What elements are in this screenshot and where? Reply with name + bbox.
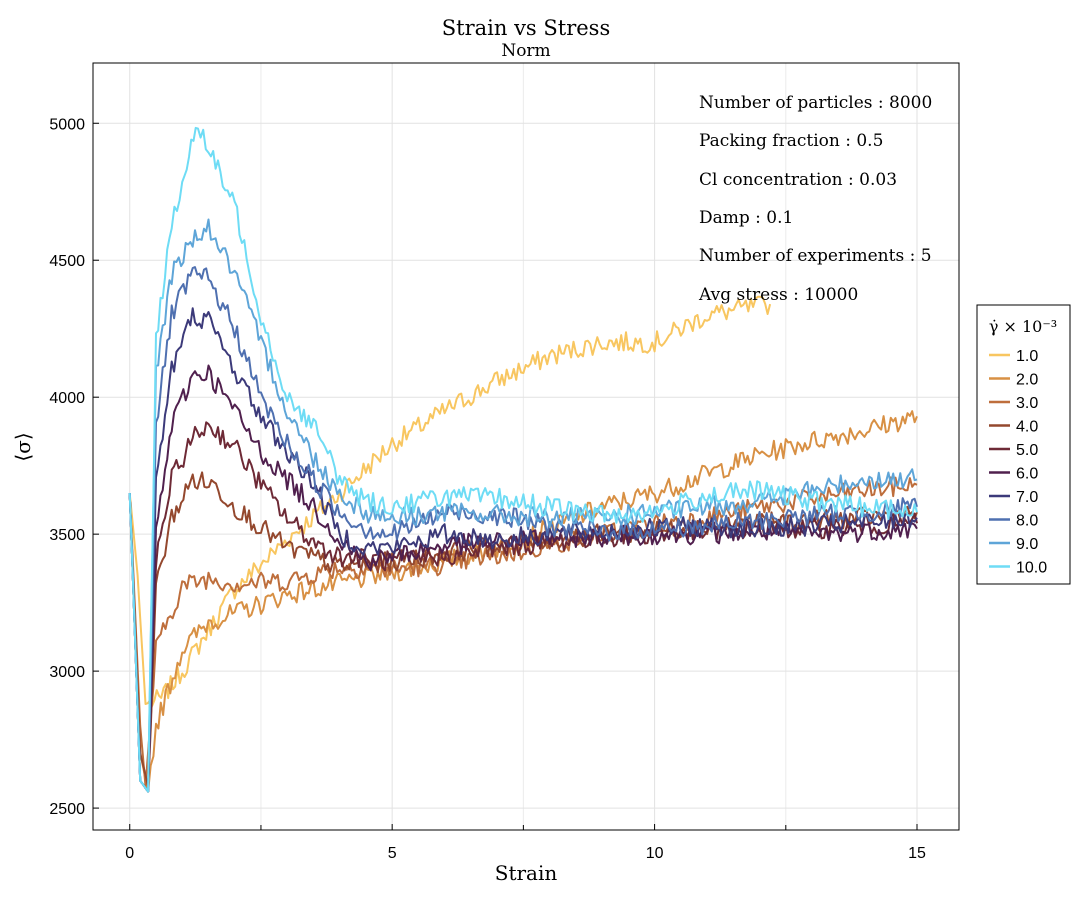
annotations: Number of particles : 8000 Packing fract… [698, 93, 932, 305]
legend-label: 1.0 [1016, 348, 1038, 365]
series-line-7-0 [128, 307, 918, 793]
legend-label: 4.0 [1016, 419, 1038, 436]
series-line-8-0 [128, 266, 918, 793]
legend-label: 5.0 [1016, 442, 1038, 459]
legend-title: γ̇ × 10⁻³ [989, 317, 1057, 336]
annotation-experiments: Number of experiments : 5 [699, 246, 932, 266]
series-line-9-0 [128, 218, 918, 793]
legend-label: 3.0 [1016, 395, 1038, 412]
y-tick-label: 3500 [49, 527, 85, 544]
legend-label: 6.0 [1016, 466, 1038, 483]
legend-items: 1.0 2.0 3.0 4.0 5.0 6.0 7.0 8.0 9.0 10.0 [989, 348, 1047, 577]
legend-label: 7.0 [1016, 489, 1038, 506]
x-tick-label: 10 [646, 845, 664, 862]
annotation-particles: Number of particles : 8000 [699, 93, 932, 113]
y-axis-label: ⟨σ⟩ [11, 432, 35, 461]
x-tick-label: 5 [388, 845, 397, 862]
legend-frame [976, 304, 1071, 585]
chart-title: Strain vs Stress [442, 16, 610, 40]
axis-ticks: 0 5 10 15 2500 3000 3500 4000 4500 5000 [49, 116, 926, 862]
y-tick-label: 5000 [49, 116, 85, 133]
legend: γ̇ × 10⁻³ 1.0 2.0 3.0 4.0 5.0 6.0 7.0 8.0 9.0 10.… [976, 304, 1071, 585]
series-line-1-0 [128, 295, 772, 707]
y-tick-label: 2500 [49, 801, 85, 818]
series-lines [128, 126, 918, 793]
grid [93, 63, 959, 830]
legend-label: 8.0 [1016, 513, 1038, 530]
y-tick-label: 4500 [49, 253, 85, 270]
annotation-avg-stress: Avg stress : 10000 [698, 285, 858, 305]
legend-label: 2.0 [1016, 372, 1038, 389]
x-axis-label: Strain [495, 861, 558, 885]
annotation-damp: Damp : 0.1 [699, 208, 793, 228]
y-tick-label: 4000 [49, 390, 85, 407]
annotation-packing: Packing fraction : 0.5 [699, 131, 883, 151]
series-line-10-0 [128, 126, 918, 793]
plot-area-frame [92, 62, 960, 831]
x-tick-label: 15 [908, 845, 926, 862]
legend-label: 9.0 [1016, 536, 1038, 553]
x-tick-label: 0 [125, 845, 134, 862]
annotation-cl: Cl concentration : 0.03 [699, 170, 897, 190]
chart-subtitle: Norm [501, 41, 550, 61]
legend-label: 10.0 [1016, 560, 1047, 577]
y-tick-label: 3000 [49, 664, 85, 681]
series-line-6-0 [128, 364, 918, 793]
